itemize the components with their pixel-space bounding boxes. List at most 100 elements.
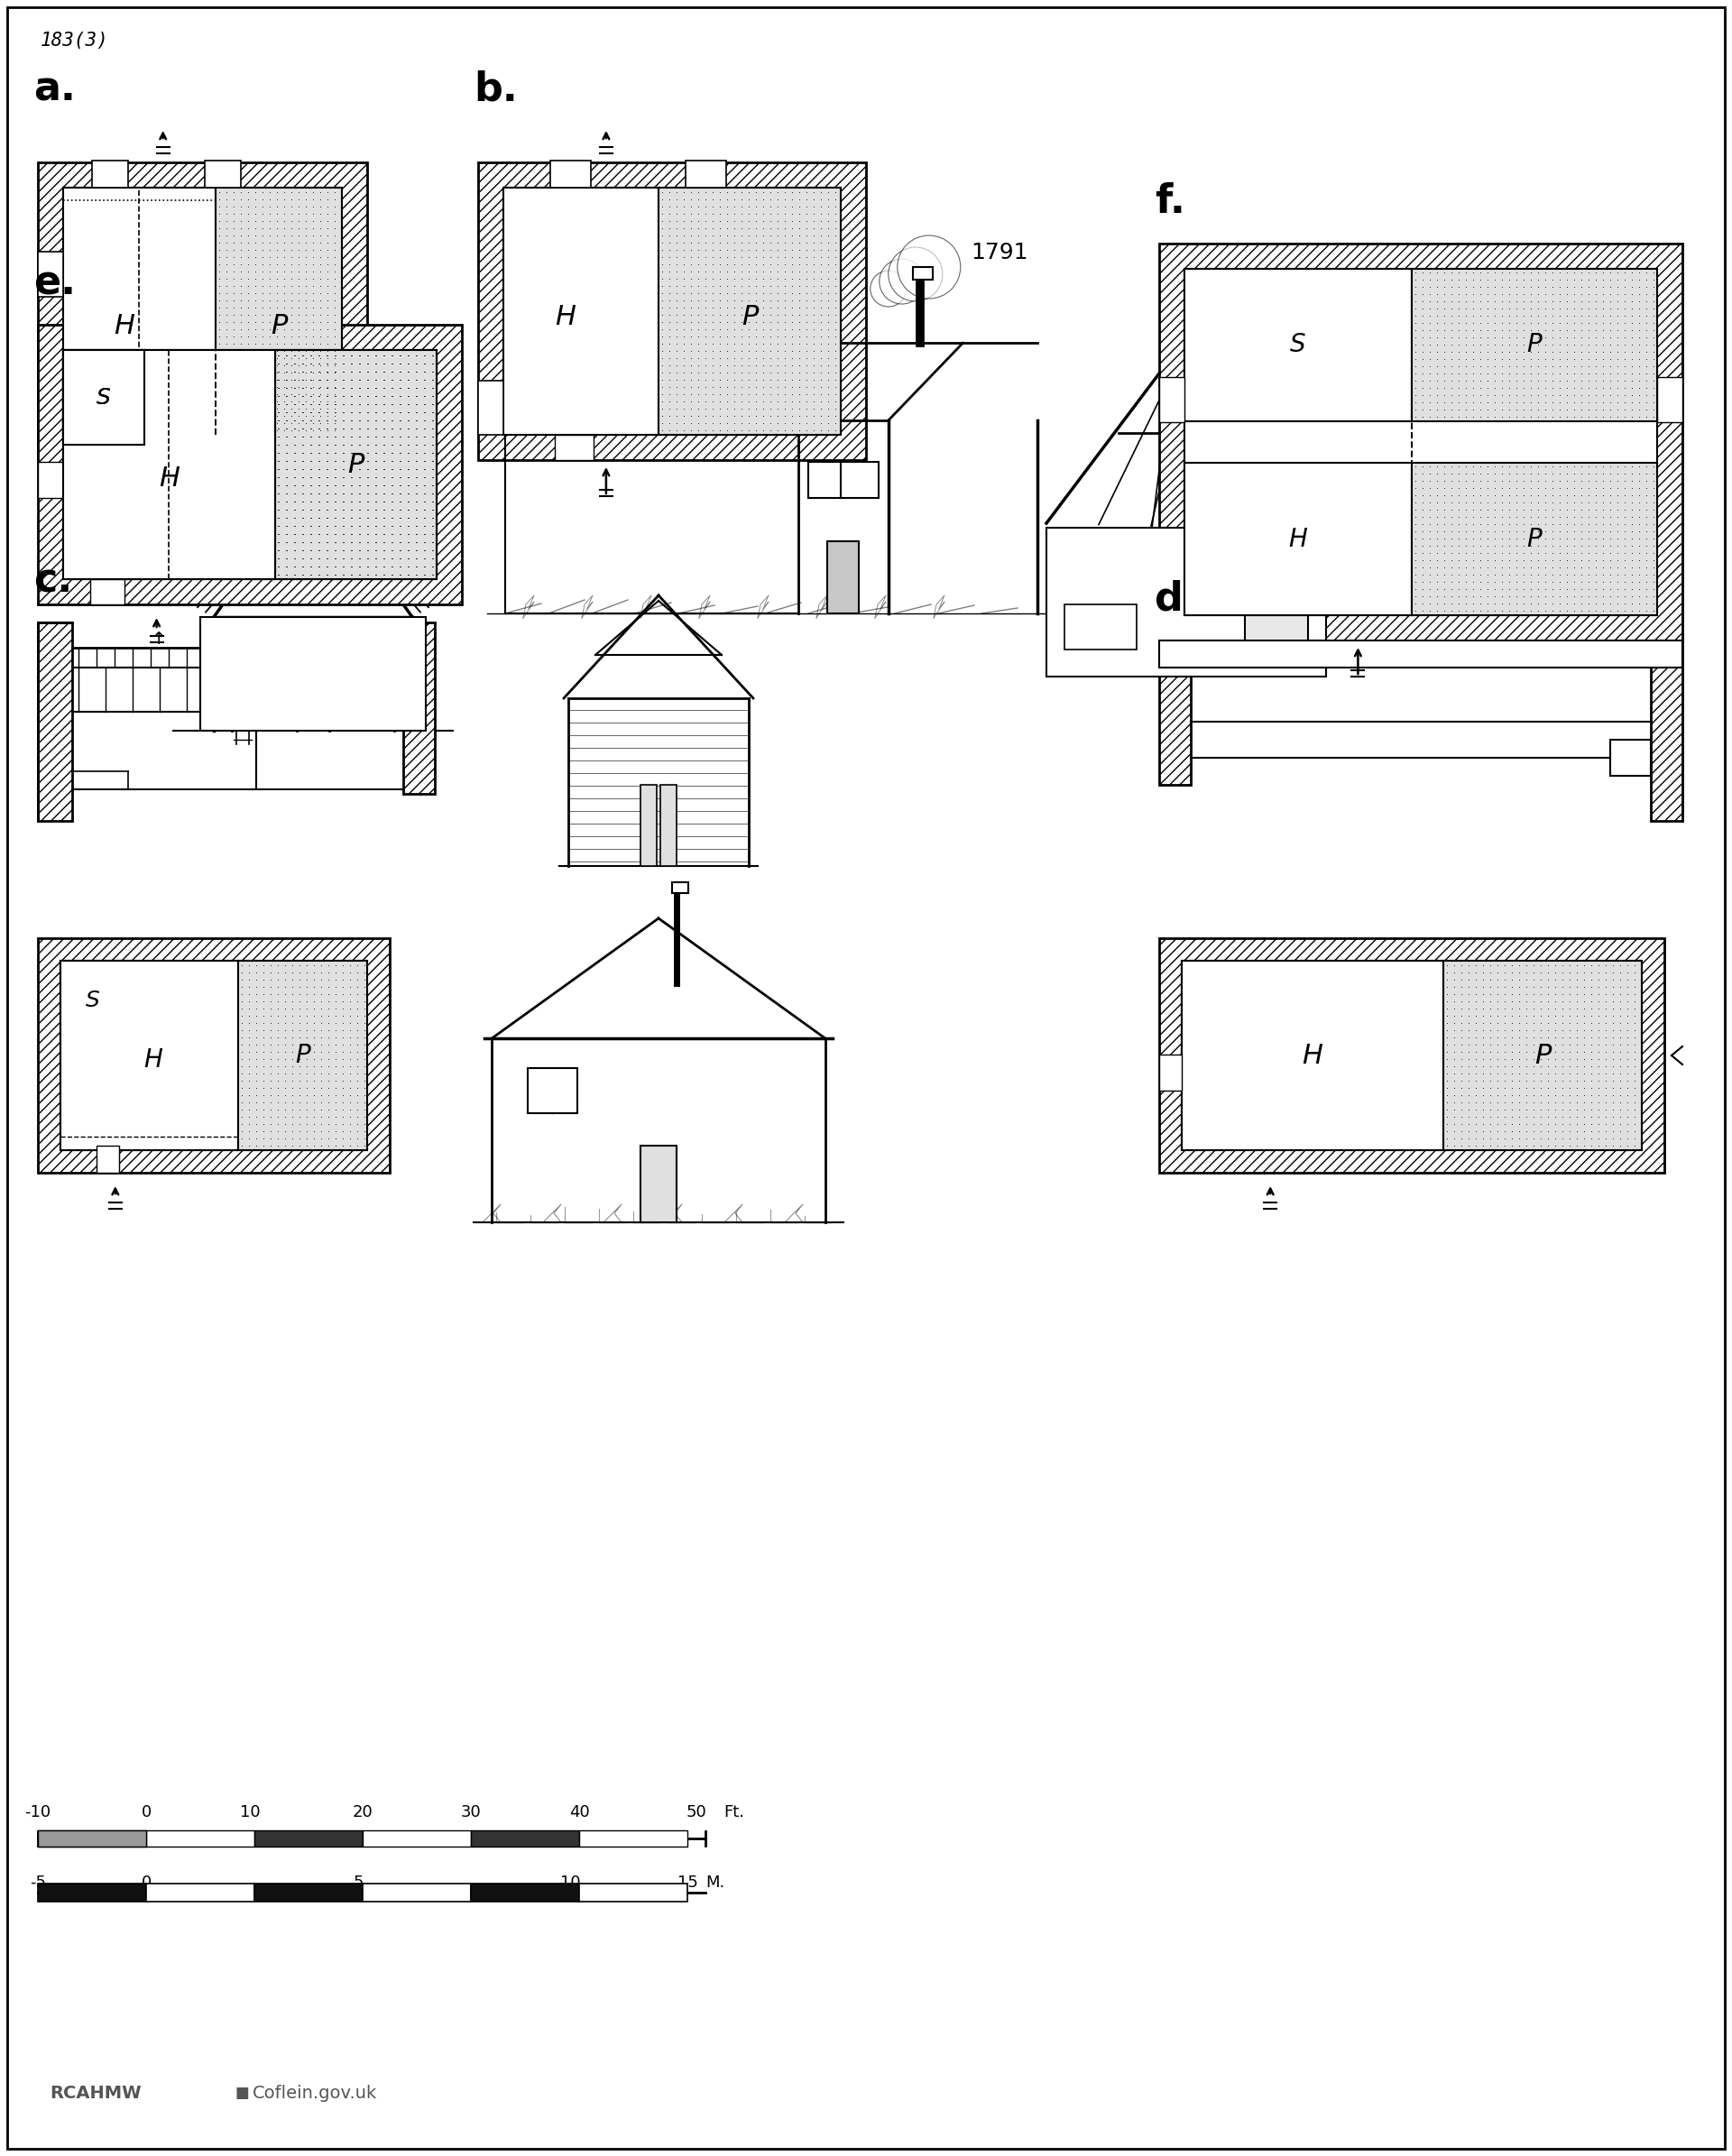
Bar: [840, 461, 878, 498]
Circle shape: [897, 235, 961, 298]
Bar: [362, 1830, 471, 1846]
Bar: [62, 349, 436, 580]
Text: P: P: [294, 1044, 310, 1067]
Text: 5: 5: [353, 1874, 364, 1891]
Bar: [215, 188, 341, 436]
Text: P: P: [1526, 526, 1541, 552]
Bar: [1651, 640, 1682, 821]
Bar: [239, 962, 367, 1149]
Text: RCAHMW: RCAHMW: [50, 2085, 142, 2102]
Bar: [61, 962, 239, 1149]
Bar: [1412, 464, 1658, 614]
Bar: [38, 252, 62, 295]
Text: 0: 0: [140, 1874, 151, 1891]
Text: S: S: [87, 990, 100, 1011]
Bar: [1611, 740, 1651, 776]
Text: d.: d.: [1155, 580, 1199, 619]
Bar: [1443, 962, 1642, 1149]
Bar: [1159, 640, 1192, 785]
Bar: [38, 1830, 145, 1846]
Text: 183(3): 183(3): [40, 32, 109, 50]
Bar: [255, 1884, 362, 1902]
Bar: [809, 461, 847, 498]
Bar: [62, 349, 144, 444]
Bar: [1159, 377, 1185, 423]
Text: H: H: [144, 1048, 163, 1074]
Circle shape: [889, 248, 942, 302]
Bar: [578, 1884, 688, 1902]
Bar: [204, 160, 241, 188]
Text: Coflein.gov.uk: Coflein.gov.uk: [253, 2085, 378, 2102]
Bar: [1159, 1054, 1181, 1091]
Bar: [1159, 640, 1682, 668]
Bar: [38, 623, 73, 821]
Text: 20: 20: [352, 1805, 372, 1820]
Text: H: H: [159, 466, 180, 492]
Bar: [471, 1884, 578, 1902]
Bar: [504, 188, 658, 436]
Bar: [97, 1145, 120, 1173]
Bar: [1181, 962, 1642, 1149]
Bar: [62, 188, 341, 436]
Bar: [658, 188, 840, 436]
Text: 15: 15: [677, 1874, 698, 1891]
Bar: [404, 623, 435, 793]
Text: 40: 40: [568, 1805, 589, 1820]
Text: H: H: [556, 304, 575, 330]
Bar: [62, 349, 275, 580]
Text: 10: 10: [239, 1805, 260, 1820]
Bar: [1658, 377, 1682, 423]
Text: P: P: [348, 451, 364, 479]
Bar: [528, 1067, 577, 1112]
Bar: [1245, 604, 1308, 658]
Bar: [62, 349, 144, 444]
Bar: [1181, 962, 1443, 1149]
Bar: [471, 1830, 578, 1846]
Bar: [828, 541, 859, 614]
Text: P: P: [1535, 1041, 1550, 1069]
Circle shape: [880, 259, 925, 304]
Text: f.: f.: [1155, 183, 1185, 222]
Bar: [38, 162, 367, 459]
Text: Ft.: Ft.: [724, 1805, 745, 1820]
Bar: [38, 1830, 145, 1846]
Text: P: P: [270, 313, 288, 338]
Bar: [61, 962, 367, 1149]
Bar: [478, 162, 866, 459]
Bar: [38, 938, 390, 1173]
Text: 50: 50: [686, 1805, 707, 1820]
Text: -5: -5: [29, 1874, 47, 1891]
Text: M.: M.: [705, 1874, 724, 1891]
Text: S: S: [97, 386, 111, 407]
Bar: [90, 580, 125, 604]
Circle shape: [869, 272, 906, 306]
Text: ↑: ↑: [152, 630, 166, 647]
Bar: [201, 617, 426, 731]
Text: H: H: [114, 313, 135, 338]
Bar: [362, 1884, 471, 1902]
Bar: [255, 1830, 362, 1846]
Bar: [1412, 270, 1658, 420]
Text: -10: -10: [24, 1805, 50, 1820]
Bar: [145, 1830, 255, 1846]
Bar: [1185, 464, 1412, 614]
Bar: [641, 1145, 677, 1222]
Bar: [1065, 604, 1136, 649]
Bar: [62, 349, 436, 580]
Bar: [1159, 938, 1664, 1173]
Bar: [578, 1830, 688, 1846]
Text: H: H: [1302, 1041, 1323, 1069]
Bar: [686, 160, 726, 188]
Bar: [61, 962, 125, 1039]
Text: S: S: [1290, 332, 1306, 358]
Text: H: H: [1289, 526, 1308, 552]
Text: 0: 0: [140, 1805, 151, 1820]
Bar: [275, 349, 436, 580]
Text: ■: ■: [234, 2085, 249, 2100]
Bar: [184, 436, 227, 459]
Bar: [660, 785, 677, 867]
Bar: [1181, 390, 1200, 399]
Bar: [913, 267, 934, 280]
Bar: [504, 188, 840, 436]
Text: S: S: [97, 386, 111, 407]
